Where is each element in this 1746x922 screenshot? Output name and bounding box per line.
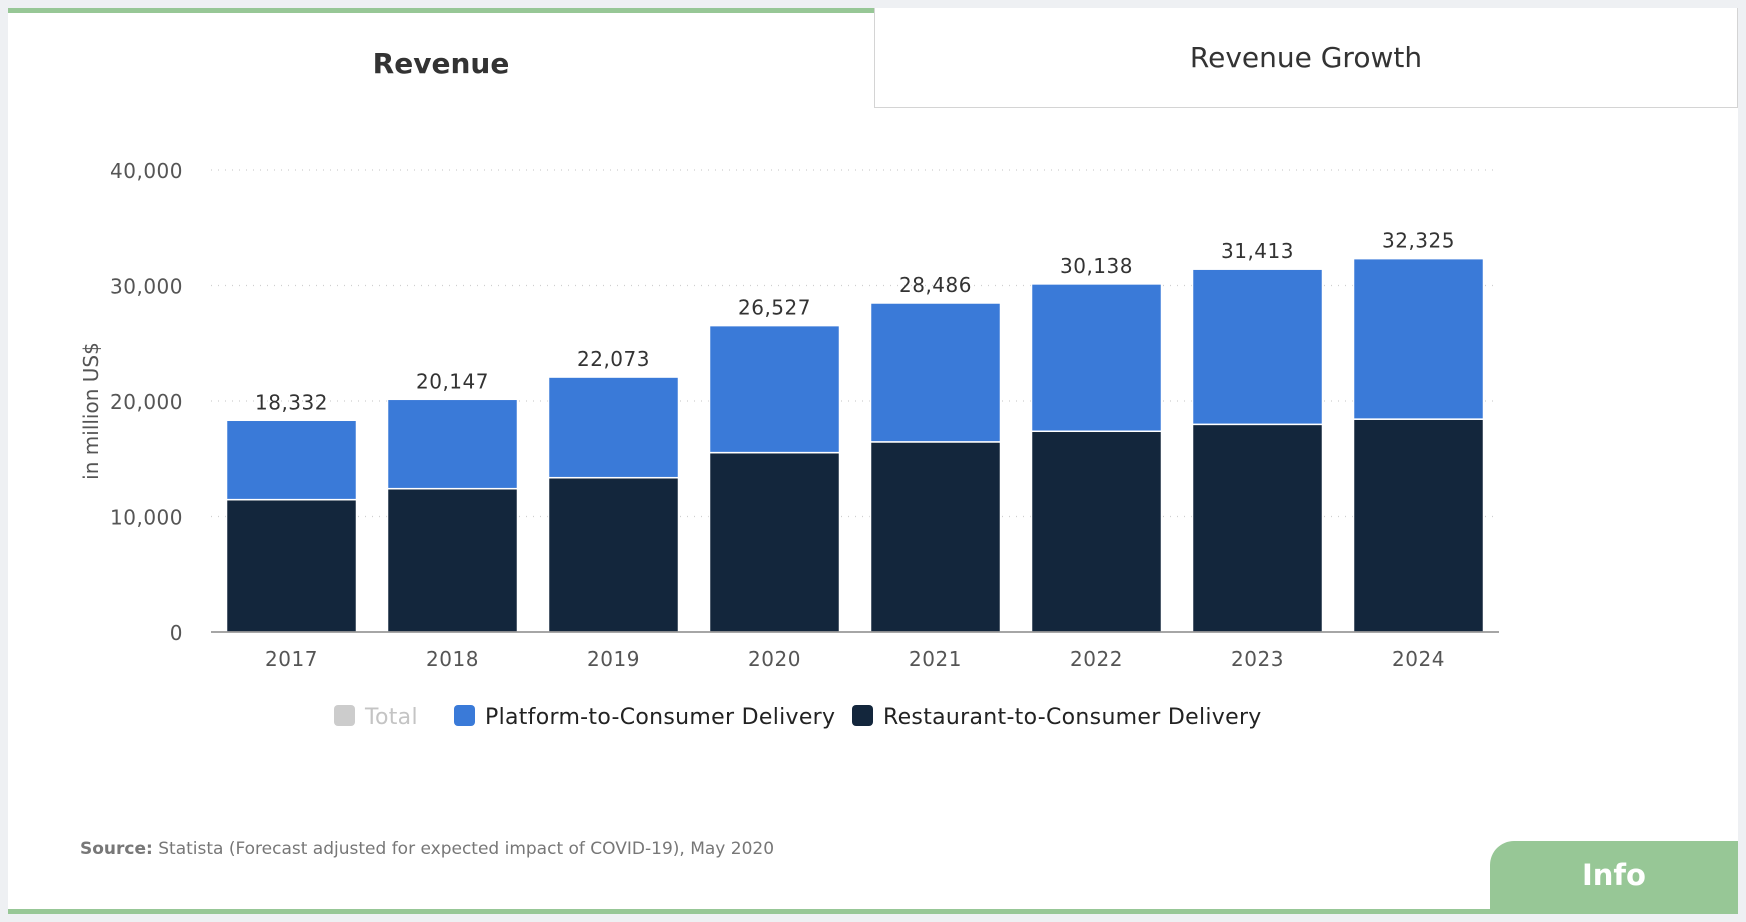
tab-revenue-growth[interactable]: Revenue Growth (874, 8, 1738, 108)
legend-item-restaurant: Restaurant-to-Consumer Delivery (883, 705, 1262, 730)
bar-restaurant-2017[interactable] (225, 498, 358, 633)
y-axis-label: in million US$ (79, 342, 103, 480)
x-tick-label-2022: 2022 (1070, 647, 1123, 671)
bar-restaurant-2019[interactable] (547, 476, 680, 633)
bar-restaurant-2020[interactable] (708, 451, 841, 633)
x-tick-label-2017: 2017 (265, 647, 318, 671)
revenue-chart: 0 10,000 20,000 30,000 40,000 in million US$ 1… (79, 159, 1499, 730)
y-tick-label: 10,000 (110, 506, 183, 530)
x-tick-label-2021: 2021 (909, 647, 962, 671)
tab-revenue[interactable]: Revenue (372, 46, 510, 80)
y-tick-label: 40,000 (110, 159, 183, 183)
source-text: Statista (Forecast adjusted for expected… (158, 839, 775, 859)
legend-item-total-swatch[interactable] (334, 705, 355, 726)
legend-item-platform-swatch[interactable] (454, 705, 475, 726)
legend-item-platform: Platform-to-Consumer Delivery (485, 705, 835, 730)
bar-platform-2018[interactable] (386, 398, 519, 490)
bar-platform-2023[interactable] (1191, 268, 1324, 426)
x-tick-label-2020: 2020 (748, 647, 801, 671)
bar-restaurant-2024[interactable] (1352, 418, 1485, 633)
total-label-2021: 28,486 (899, 273, 972, 297)
bar-platform-2017[interactable] (225, 419, 358, 501)
total-label-2023: 31,413 (1221, 239, 1294, 263)
source-prefix: Source: (80, 839, 153, 859)
bar-restaurant-2022[interactable] (1030, 430, 1163, 633)
bar-platform-2024[interactable] (1352, 257, 1485, 420)
info-button[interactable]: Info (1490, 841, 1738, 909)
bar-platform-2020[interactable] (708, 324, 841, 454)
bar-restaurant-2021[interactable] (869, 441, 1002, 633)
bar-platform-2022[interactable] (1030, 283, 1163, 433)
total-label-2020: 26,527 (738, 296, 811, 320)
bar-platform-2021[interactable] (869, 302, 1002, 443)
legend-item-restaurant-swatch[interactable] (852, 705, 873, 726)
x-tick-label-2018: 2018 (426, 647, 479, 671)
x-tick-label-2019: 2019 (587, 647, 640, 671)
total-label-2019: 22,073 (577, 347, 650, 371)
y-tick-label: 20,000 (110, 390, 183, 414)
bar-restaurant-2018[interactable] (386, 487, 519, 633)
chart-card: Revenue Revenue Growth 0 10,000 20,000 30,0… (8, 8, 1738, 914)
total-label-2022: 30,138 (1060, 254, 1133, 278)
x-tick-label-2024: 2024 (1392, 647, 1445, 671)
y-tick-label: 0 (170, 621, 183, 645)
bar-platform-2019[interactable] (547, 376, 680, 479)
total-label-2017: 18,332 (255, 390, 328, 414)
source-note: Source: Statista (Forecast adjusted for … (80, 839, 774, 859)
y-tick-label: 30,000 (110, 275, 183, 299)
total-label-2024: 32,325 (1382, 229, 1455, 253)
total-label-2018: 20,147 (416, 369, 489, 393)
bar-restaurant-2023[interactable] (1191, 423, 1324, 633)
legend-item-total: Total (364, 705, 418, 730)
x-tick-label-2023: 2023 (1231, 647, 1284, 671)
